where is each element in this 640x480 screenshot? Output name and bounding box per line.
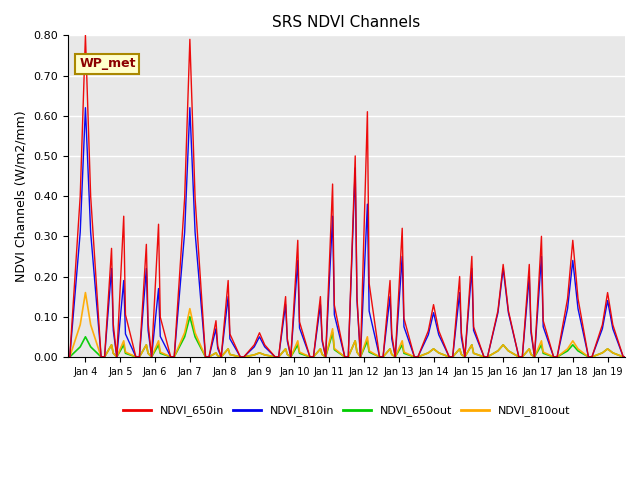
Text: WP_met: WP_met [79,58,136,71]
Legend: NDVI_650in, NDVI_810in, NDVI_650out, NDVI_810out: NDVI_650in, NDVI_810in, NDVI_650out, NDV… [118,401,575,421]
Y-axis label: NDVI Channels (W/m2/mm): NDVI Channels (W/m2/mm) [15,110,28,282]
Title: SRS NDVI Channels: SRS NDVI Channels [273,15,420,30]
